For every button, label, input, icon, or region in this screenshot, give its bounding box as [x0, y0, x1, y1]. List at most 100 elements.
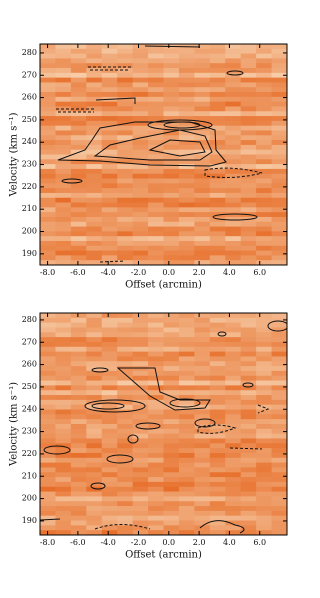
cell	[209, 96, 226, 103]
cell	[271, 448, 287, 454]
cell	[55, 399, 72, 406]
cell	[178, 317, 195, 324]
cell	[240, 53, 257, 59]
cell	[86, 332, 103, 338]
cell	[225, 351, 242, 357]
cell	[40, 202, 56, 208]
cell	[209, 385, 226, 391]
cell	[148, 525, 164, 531]
cell	[271, 317, 287, 324]
cell	[178, 101, 195, 107]
cell	[132, 356, 149, 362]
cell	[148, 424, 164, 430]
cell	[148, 63, 164, 69]
cell	[271, 87, 287, 93]
cell	[256, 486, 273, 493]
cell	[163, 457, 180, 464]
cell	[55, 419, 72, 425]
cell	[101, 327, 118, 333]
cell	[194, 255, 211, 261]
cell	[40, 327, 56, 333]
cell	[256, 260, 273, 265]
cell	[86, 438, 103, 444]
cell	[209, 530, 226, 535]
cell	[163, 477, 180, 483]
cell	[163, 53, 180, 59]
cell	[178, 424, 195, 430]
cell	[209, 341, 226, 348]
cell	[240, 448, 257, 454]
cell	[256, 510, 273, 517]
cell	[86, 452, 103, 459]
cell	[117, 361, 134, 367]
cell	[117, 183, 134, 189]
cell	[101, 87, 118, 93]
cell	[70, 82, 87, 88]
cell	[163, 140, 180, 146]
cell	[178, 399, 195, 406]
cell	[55, 164, 72, 170]
cell	[117, 77, 134, 83]
cell	[70, 404, 87, 411]
cell	[70, 245, 87, 252]
cell	[132, 202, 149, 208]
cell	[209, 245, 226, 252]
cell	[178, 385, 195, 391]
cell	[178, 530, 195, 535]
cell	[101, 370, 118, 377]
cell	[209, 144, 226, 151]
cell	[101, 457, 118, 464]
cell	[40, 351, 56, 357]
cell	[271, 106, 287, 112]
cell	[240, 63, 257, 69]
cell	[101, 515, 118, 522]
cell	[148, 515, 164, 522]
cell	[225, 510, 242, 517]
cell	[148, 395, 164, 401]
cell	[256, 491, 273, 497]
cell	[117, 236, 134, 242]
cell	[117, 159, 134, 165]
cell	[256, 496, 273, 502]
cell	[256, 520, 273, 526]
cell	[148, 409, 164, 415]
cell	[163, 207, 180, 213]
cell	[132, 327, 149, 333]
cell	[271, 135, 287, 141]
cell	[209, 116, 226, 122]
cell	[225, 212, 242, 218]
cell	[256, 395, 273, 401]
cell	[194, 317, 211, 324]
cell	[225, 159, 242, 165]
cell	[209, 173, 226, 180]
cell	[209, 491, 226, 497]
cell	[117, 140, 134, 146]
cell	[178, 438, 195, 444]
cell	[194, 467, 211, 473]
cell	[86, 197, 103, 204]
cell	[240, 44, 257, 50]
cell	[132, 130, 149, 136]
cell	[40, 140, 56, 146]
cell	[148, 173, 164, 180]
cell	[256, 501, 273, 507]
cell	[101, 77, 118, 83]
cell	[86, 260, 103, 265]
x-tick-label: 0.0	[162, 268, 175, 277]
cell	[194, 361, 211, 367]
cell	[55, 346, 72, 353]
cell	[86, 125, 103, 131]
cell	[55, 154, 72, 160]
cell	[225, 140, 242, 146]
cell	[209, 414, 226, 420]
cell	[194, 135, 211, 141]
cell	[209, 82, 226, 88]
cell	[240, 438, 257, 444]
cell	[148, 260, 164, 265]
cell	[86, 48, 103, 55]
cell	[86, 361, 103, 367]
cell	[132, 380, 149, 386]
cell	[86, 178, 103, 184]
cell	[225, 92, 242, 98]
cell	[86, 164, 103, 170]
